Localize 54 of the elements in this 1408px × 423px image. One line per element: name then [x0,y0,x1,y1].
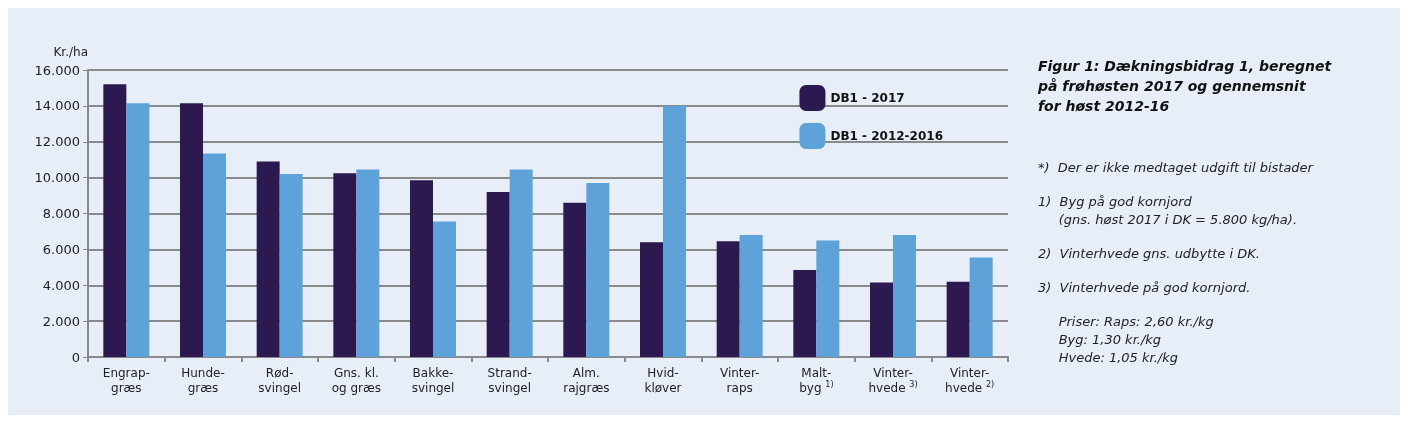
bar [180,103,203,357]
x-tick-label: Vinter- hvede 3) [868,365,918,395]
bar [716,241,740,357]
x-tick-label: Vinter- raps [719,365,760,395]
bar [946,281,970,357]
text: 2) Vinterhvede gns. udbytte i DK. [1038,245,1260,261]
x-tick-label: Hunde- græs [181,365,225,395]
x-tick-label: Bakke- svingel [411,365,455,395]
bar [870,282,893,357]
bar [410,180,433,357]
x-tick-label: Alm. rajgræs [563,365,610,395]
bar [103,84,127,357]
y-tick-label: 0 [71,349,80,365]
bar [433,221,456,357]
x-tick-label: Engrap- græs [102,365,150,395]
bar [640,242,663,357]
text: 1) Byg på god kornjord (gns. høst 2017 i DK = 5.800 kg/ha). [1038,193,1298,227]
y-axis-title: Kr./ha [53,45,88,59]
text: Figur 1: Dækningsbidrag 1, beregnet på frøhøsten 2017 og gennemsnit for høst 2012-16 [1037,58,1333,114]
legend-label: DB1 - 2012-2016 [830,129,944,143]
x-tick-label: Strand- svingel [487,365,532,395]
text: Priser: Raps: 2,60 kr./kg Byg: 1,30 kr./kg Hvede: 1,05 kr./kg [1038,313,1214,365]
bar [509,169,533,357]
bar [356,169,380,357]
bar [203,153,226,357]
bar [279,174,303,357]
y-tick-label: 14.000 [34,98,80,114]
text: 3) Vinterhvede på god kornjord. [1038,279,1251,295]
bar [793,270,817,357]
x-tick-label: Gns. kl. og græs [331,365,382,395]
y-tick-label: 12.000 [34,134,80,150]
legend-label: DB1 - 2017 [830,91,905,105]
y-tick-label: 16.000 [34,62,80,78]
y-tick-label: 4.000 [42,277,80,293]
x-tick-label: Vinter- hvede 2) [945,365,995,395]
bar [586,183,610,357]
bar [969,257,993,357]
bar [816,240,840,357]
bar [563,202,587,357]
bar [486,191,510,357]
bar [256,161,280,357]
bar [663,105,686,357]
y-tick-label: 2.000 [42,313,80,329]
bar [126,103,150,357]
x-tick-label: Rød- svingel [258,365,301,395]
bar [893,235,916,357]
bar [739,235,763,357]
y-tick-label: 6.000 [42,241,80,257]
bar [333,173,357,357]
y-tick-label: 10.000 [34,170,80,186]
x-tick-label: Hvid- kløver [644,365,682,395]
y-tick-label: 8.000 [42,206,80,221]
text: *) Der er ikke medtaget udgift til bistader [1038,159,1315,175]
x-tick-label: Malt- byg 1) [799,365,834,395]
